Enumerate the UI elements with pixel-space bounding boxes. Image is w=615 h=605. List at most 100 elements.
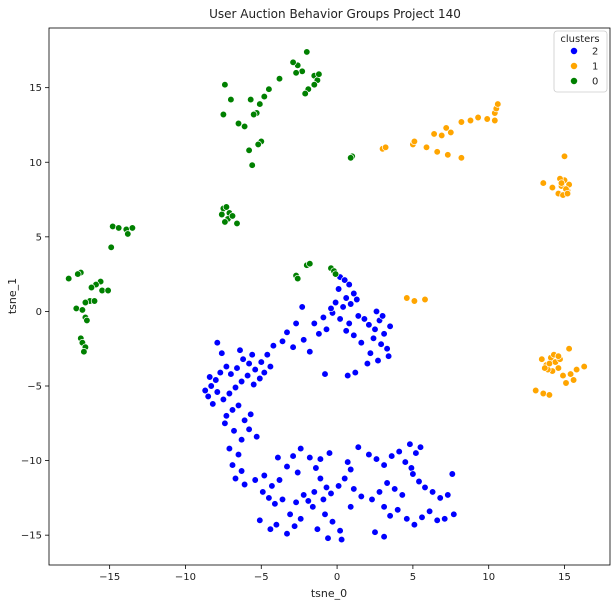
data-point (128, 224, 137, 232)
data-point (444, 491, 452, 499)
data-point (380, 533, 388, 541)
data-point (388, 452, 396, 460)
x-tick: −5 (254, 565, 269, 583)
data-point (240, 480, 249, 489)
data-points (65, 48, 588, 544)
data-point (298, 303, 306, 311)
legend-marker (570, 47, 578, 55)
data-point (416, 443, 425, 451)
data-point (438, 131, 446, 140)
y-tick: 10 (29, 158, 49, 169)
legend-entry-1: 1 (570, 62, 598, 73)
data-point (371, 528, 379, 536)
data-point (375, 488, 384, 496)
data-point (336, 315, 344, 323)
data-point (334, 482, 343, 490)
x-tick: 0 (334, 565, 340, 583)
data-point (334, 285, 343, 293)
data-point (406, 440, 414, 448)
data-point (290, 522, 299, 530)
data-point (357, 492, 365, 501)
data-point (353, 295, 361, 304)
data-point (557, 179, 566, 187)
data-point (425, 507, 434, 515)
y-tick-label: −10 (21, 456, 42, 467)
data-point (310, 319, 318, 328)
data-point (72, 304, 80, 313)
legend-box (553, 30, 608, 93)
data-point (304, 497, 312, 505)
data-point (265, 85, 273, 93)
data-point (209, 400, 217, 408)
data-point (441, 515, 449, 523)
data-point (245, 359, 253, 368)
legend-label: 0 (592, 77, 598, 88)
data-point (234, 119, 243, 128)
data-point (483, 115, 491, 123)
chart-title: User Auction Behavior Groups Project 140 (209, 7, 461, 21)
data-point (357, 339, 365, 347)
data-point (339, 303, 347, 311)
data-point (294, 274, 302, 283)
data-point (341, 474, 349, 483)
data-point (259, 488, 267, 496)
data-point (342, 294, 350, 302)
data-point (240, 416, 249, 424)
data-point (98, 286, 106, 295)
data-point (272, 521, 281, 529)
data-point (328, 518, 337, 526)
data-point (222, 203, 231, 211)
y-tick-label: −15 (21, 531, 42, 542)
data-point (351, 368, 359, 377)
data-point (372, 307, 381, 316)
data-point (398, 491, 406, 499)
data-point (231, 383, 240, 392)
data-point (572, 365, 581, 374)
data-point (286, 510, 294, 518)
data-point (237, 436, 246, 444)
data-point (251, 365, 259, 374)
x-tick: 5 (410, 565, 416, 583)
data-point (563, 189, 572, 198)
data-point (381, 143, 390, 151)
data-point (218, 210, 226, 219)
x-tick: −10 (175, 565, 196, 583)
data-point (306, 260, 314, 268)
legend-entry-2: 2 (570, 47, 598, 58)
y-tick-label: 0 (36, 307, 42, 318)
data-point (566, 370, 575, 378)
data-point (301, 89, 309, 98)
data-point (237, 377, 246, 386)
data-point (409, 470, 417, 478)
data-point (321, 370, 329, 378)
data-point (254, 140, 262, 149)
data-point (115, 224, 123, 232)
data-point (201, 386, 209, 395)
data-point (213, 388, 221, 396)
legend-label: 2 (592, 47, 598, 58)
data-point (541, 364, 549, 372)
data-point (350, 331, 358, 339)
data-point (237, 467, 246, 475)
data-point (539, 179, 547, 187)
data-point (289, 58, 297, 66)
data-point (532, 386, 540, 395)
data-point (274, 453, 282, 462)
x-tick: −15 (99, 565, 120, 583)
data-point (313, 525, 322, 533)
y-axis-ticks: −15 −10 −5 0 5 10 15 (21, 83, 49, 542)
y-tick: 0 (36, 307, 49, 318)
data-point (283, 462, 291, 471)
data-point (378, 312, 387, 320)
data-point (260, 471, 268, 480)
x-axis-label: tsne_0 (311, 587, 347, 600)
data-point (548, 183, 557, 192)
x-tick: 15 (558, 565, 571, 583)
data-point (222, 412, 231, 420)
data-point (444, 151, 452, 159)
data-point (331, 270, 340, 278)
data-point (312, 464, 320, 472)
data-point (236, 346, 244, 354)
data-point (309, 503, 317, 511)
series-0 (65, 48, 356, 356)
